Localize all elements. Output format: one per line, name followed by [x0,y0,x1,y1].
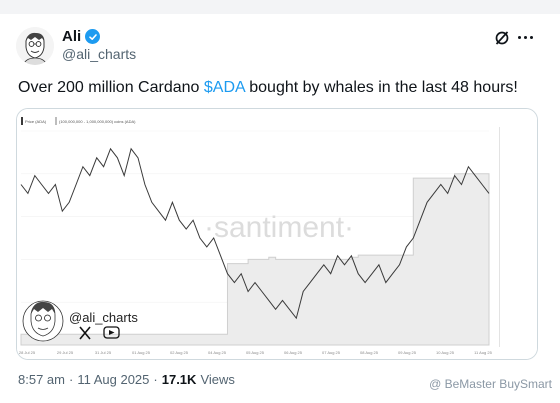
tweet-text-after: bought by whales in the last 48 hours! [244,79,518,96]
author-name-row[interactable]: Ali [62,28,101,45]
cashtag-link[interactable]: $ADA [203,79,245,96]
meta-separator-2: · [153,372,158,387]
more-options-icon[interactable] [518,33,538,41]
x-tick-label: 31 Jul 25 [95,350,112,355]
tweet-text: Over 200 million Cardano $ADA bought by … [18,78,518,98]
x-tick-label: 10 Aug 25 [436,350,455,355]
x-tick-label: 28 Jul 25 [19,350,36,355]
x-tick-label: 05 Aug 25 [246,350,265,355]
avatar[interactable] [16,27,54,65]
legend-supply: (100,000,000 - 1,000,000,000) coins (ADA… [59,119,136,124]
price-line [20,147,490,320]
author-handle[interactable]: @ali_charts [62,46,137,62]
x-tick-label: 11 Aug 25 [474,350,492,355]
views-label: Views [200,372,235,387]
tweet-meta: 8:57 am · 11 Aug 2025 · 17.1K Views [18,372,235,387]
meta-separator: · [68,372,74,387]
x-tick-label: 01 Aug 25 [132,350,151,355]
legend-price: Price (ADA) [25,119,47,124]
youtube-icon [103,326,120,339]
views-count: 17.1K [161,372,197,387]
x-tick-labels: 28 Jul 25 29 Jul 25 31 Jul 25 01 Aug 25 02 A… [19,350,493,355]
x-tick-label: 07 Aug 25 [322,350,341,355]
x-tick-label: 09 Aug 25 [398,350,417,355]
x-tick-label: 08 Aug 25 [360,350,379,355]
chart-legend: Price (ADA) (100,000,000 - 1,000,000,000… [21,117,136,125]
x-icon [79,326,91,340]
top-strip [0,0,560,14]
chart-svg: Price (ADA) (100,000,000 - 1,000,000,000… [17,109,537,359]
chart-watermark: ·santiment· [204,211,354,244]
x-tick-label: 06 Aug 25 [284,350,303,355]
verified-badge-icon [85,29,101,44]
author-name[interactable]: Ali [62,28,82,45]
tweet-time[interactable]: 8:57 am [18,372,65,387]
tweet-date[interactable]: 11 Aug 2025 [77,372,150,387]
tweet-text-before: Over 200 million Cardano [18,79,204,96]
grok-icon[interactable] [494,30,510,46]
supply-area [20,173,490,346]
x-tick-label: 29 Jul 25 [57,350,74,355]
tweet-media-chart[interactable]: Price (ADA) (100,000,000 - 1,000,000,000… [16,108,538,360]
x-tick-label: 02 Aug 25 [170,350,189,355]
avatar-sketch-icon [16,27,54,65]
right-axis-line [499,127,500,347]
overlay-handle: @ali_charts [69,310,138,325]
source-watermark: @ BeMaster BuySmart [429,377,552,391]
overlay-logo: @ali_charts [22,300,138,342]
x-tick-label: 04 Aug 25 [208,350,227,355]
